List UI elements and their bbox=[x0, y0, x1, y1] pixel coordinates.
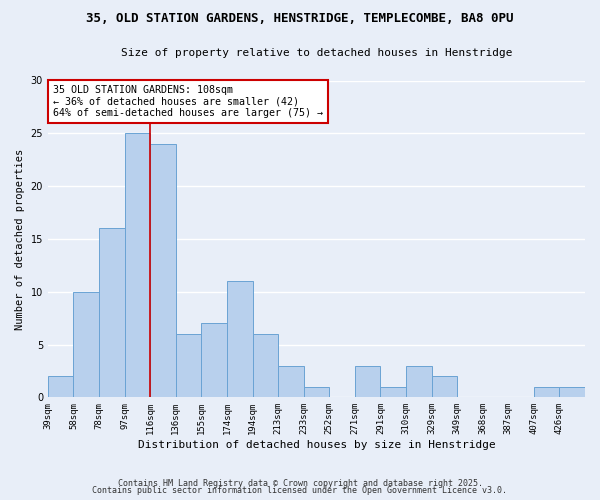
Text: 35 OLD STATION GARDENS: 108sqm
← 36% of detached houses are smaller (42)
64% of : 35 OLD STATION GARDENS: 108sqm ← 36% of … bbox=[53, 86, 323, 118]
Bar bbox=[431, 376, 457, 398]
Bar bbox=[253, 334, 278, 398]
Bar bbox=[406, 366, 431, 398]
Bar bbox=[559, 387, 585, 398]
Bar bbox=[278, 366, 304, 398]
Bar bbox=[355, 366, 380, 398]
Bar bbox=[99, 228, 125, 398]
Text: 35, OLD STATION GARDENS, HENSTRIDGE, TEMPLECOMBE, BA8 0PU: 35, OLD STATION GARDENS, HENSTRIDGE, TEM… bbox=[86, 12, 514, 26]
Text: Contains public sector information licensed under the Open Government Licence v3: Contains public sector information licen… bbox=[92, 486, 508, 495]
Bar bbox=[73, 292, 99, 398]
Bar bbox=[48, 376, 73, 398]
Bar bbox=[125, 134, 150, 398]
Bar bbox=[176, 334, 202, 398]
Bar bbox=[534, 387, 559, 398]
Title: Size of property relative to detached houses in Henstridge: Size of property relative to detached ho… bbox=[121, 48, 512, 58]
Bar bbox=[150, 144, 176, 398]
Bar bbox=[380, 387, 406, 398]
Text: Contains HM Land Registry data © Crown copyright and database right 2025.: Contains HM Land Registry data © Crown c… bbox=[118, 478, 482, 488]
Bar bbox=[304, 387, 329, 398]
Y-axis label: Number of detached properties: Number of detached properties bbox=[15, 148, 25, 330]
Bar bbox=[227, 281, 253, 398]
Bar bbox=[202, 324, 227, 398]
X-axis label: Distribution of detached houses by size in Henstridge: Distribution of detached houses by size … bbox=[137, 440, 496, 450]
